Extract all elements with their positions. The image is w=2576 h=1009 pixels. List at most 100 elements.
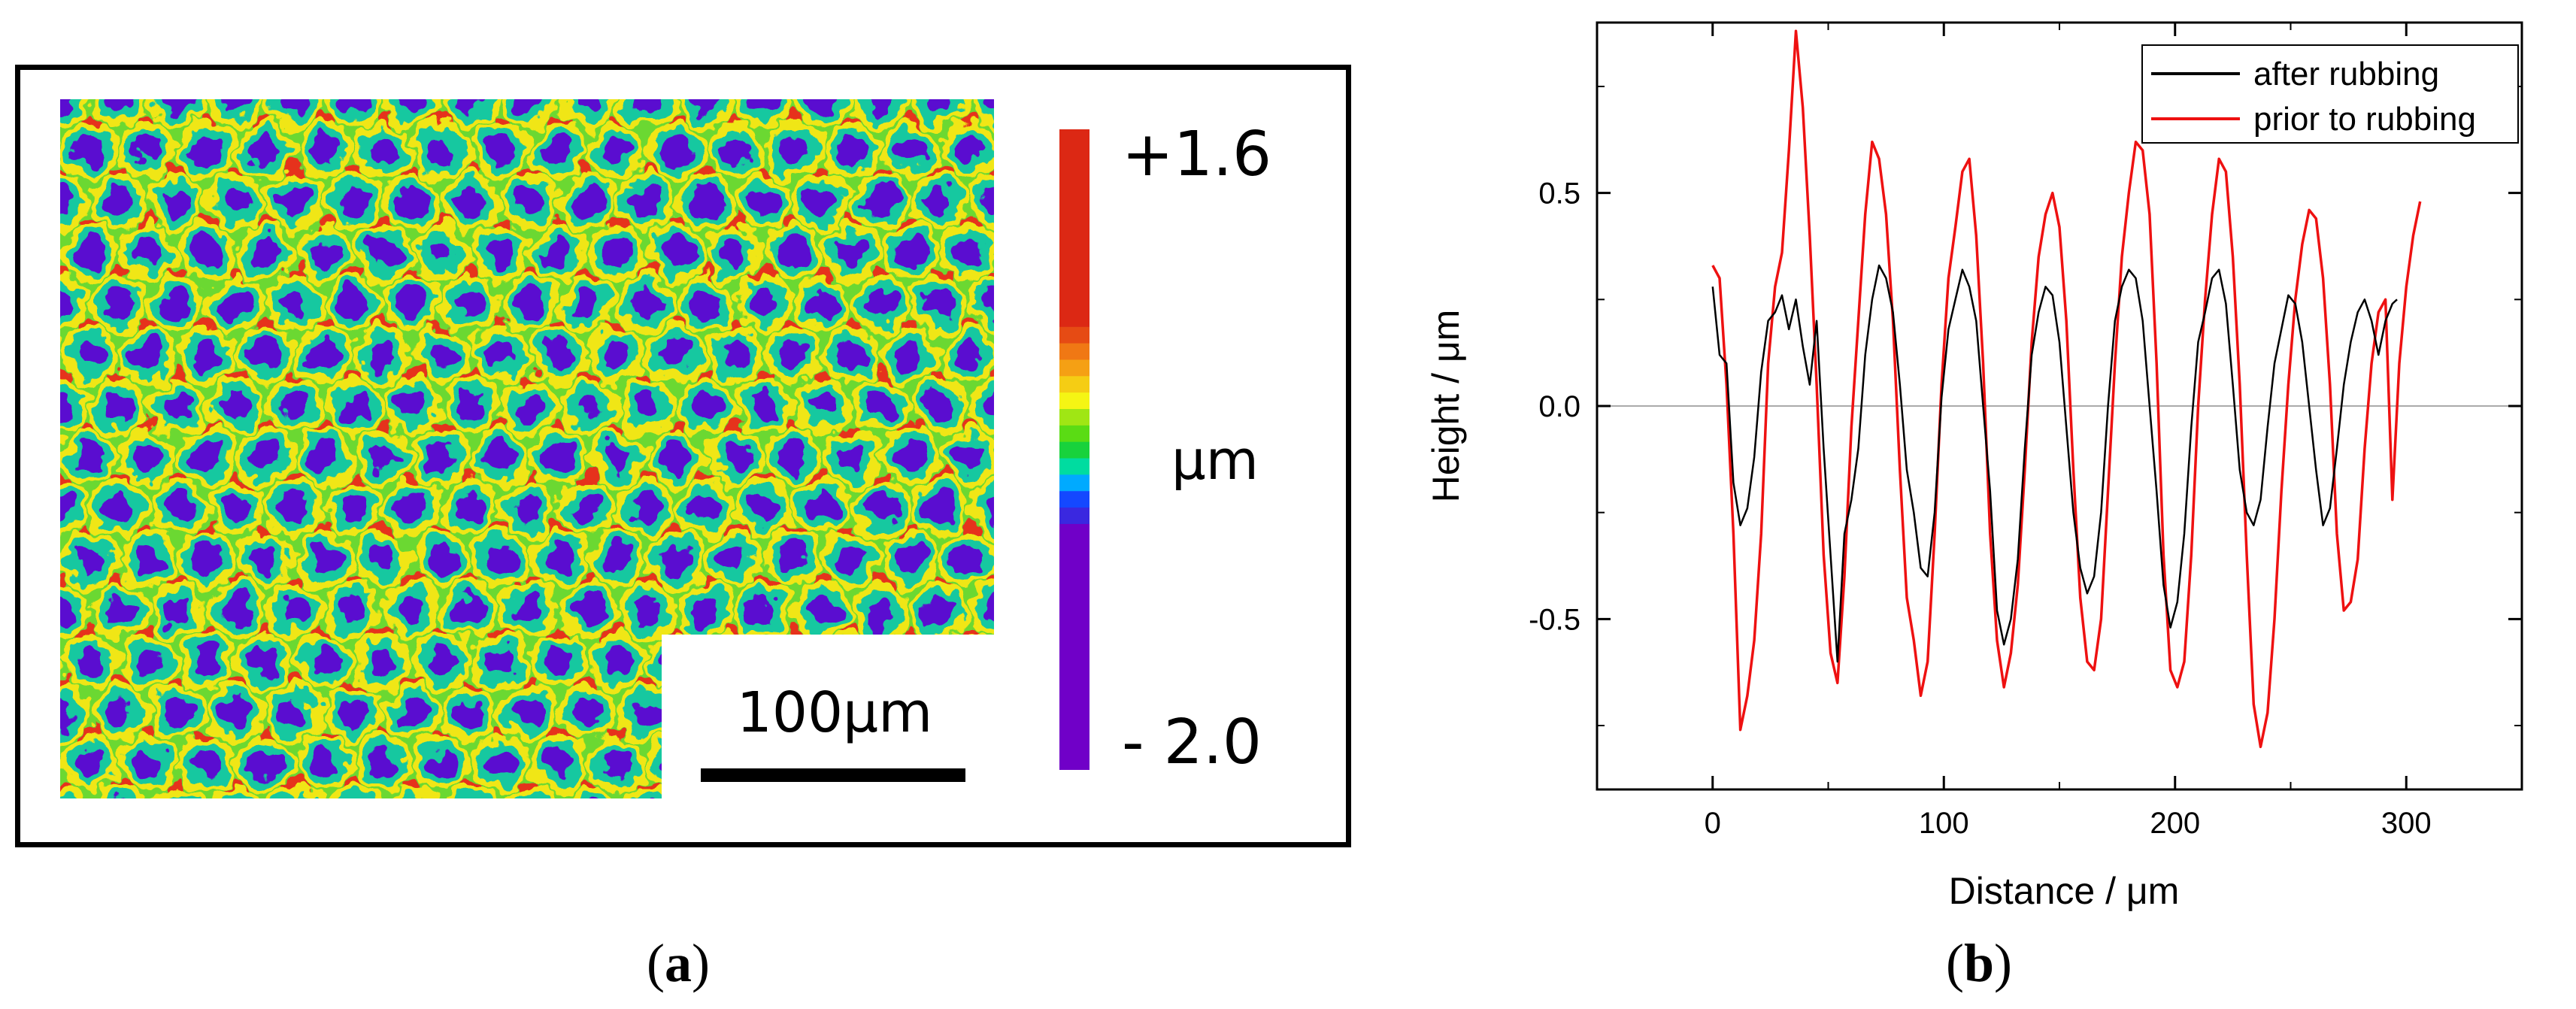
dimple-core [222, 289, 250, 318]
dimple-core [60, 494, 74, 523]
dimple-core [984, 187, 994, 216]
dimple-core [163, 99, 192, 114]
dimple-core [222, 99, 250, 114]
dimple-core [926, 289, 954, 318]
dimple-rim [976, 179, 994, 224]
dimple-core [486, 136, 514, 165]
colorbar-segment [1059, 474, 1089, 492]
dimple-core [662, 443, 690, 471]
dimple-core [486, 341, 514, 369]
dimple-core [750, 494, 778, 523]
colorbar-segment [1059, 523, 1089, 541]
legend-entry-label: after rubbing [2253, 56, 2439, 92]
dimple-rim [60, 690, 83, 735]
dimple-core [75, 443, 104, 471]
peak [696, 780, 715, 798]
dimple-core [955, 443, 983, 471]
dimple-core [398, 289, 426, 318]
series-line-prior-to-rubbing [1711, 29, 2422, 749]
dimple-core [222, 187, 250, 216]
dimple-core [163, 187, 192, 216]
dimple-core [808, 392, 837, 420]
dimple-core [632, 596, 661, 625]
colorbar-segment [1059, 671, 1089, 689]
dimple-core [691, 289, 720, 318]
dimple-rim [331, 99, 376, 122]
dimple-core [691, 596, 720, 625]
dimple-core [251, 341, 280, 369]
dimple-core [779, 341, 808, 369]
dimple-core [310, 443, 338, 471]
dimple-core [251, 238, 280, 267]
dimple-core [808, 289, 837, 318]
dimple-core [984, 289, 994, 318]
dimple-core [515, 494, 544, 523]
dimple-core [808, 187, 837, 216]
dimple-core [838, 238, 866, 267]
dimple-core [632, 494, 661, 523]
dimple-core [574, 698, 602, 727]
dimple-core [280, 494, 309, 523]
dimple-core [310, 238, 338, 267]
dimple-rim [829, 639, 874, 684]
dimple-core [984, 99, 994, 114]
dimple-core [251, 647, 280, 676]
x-axis-label: Distance / μm [1949, 870, 2180, 912]
dimple-core [192, 647, 221, 676]
dimple-core [867, 596, 896, 625]
dimple-core [310, 545, 338, 574]
dimple-core [339, 99, 368, 114]
dimple-core [134, 750, 162, 778]
dimple-core [544, 647, 573, 676]
dimple-core [662, 238, 690, 267]
dimple-core [515, 99, 544, 114]
dimple-core [574, 392, 602, 420]
ridge-ring [853, 786, 910, 798]
dimple-rim [683, 690, 728, 735]
dimple-core [896, 443, 925, 471]
dimple-core [105, 187, 133, 216]
x-tick-label: 300 [2381, 807, 2432, 840]
dimple-core [955, 238, 983, 267]
dimple-core [280, 698, 309, 727]
dimple-core [662, 136, 690, 165]
dimple-core [838, 545, 866, 574]
dimple-rim [800, 792, 845, 798]
dimple-core [955, 647, 983, 676]
dimple-rim [653, 741, 699, 786]
colorbar-segment [1059, 260, 1089, 278]
dimple-core [105, 392, 133, 420]
dimple-core [456, 596, 485, 625]
dimple-core [808, 99, 837, 114]
dimple-core [134, 136, 162, 165]
dimple-core [60, 698, 74, 727]
dimple-core [515, 392, 544, 420]
dimple-core [603, 545, 632, 574]
colorbar-segment [1059, 441, 1089, 459]
dimple-core [515, 289, 544, 318]
dimple-core [75, 750, 104, 778]
colorbar [1059, 129, 1089, 770]
dimple-core [926, 494, 954, 523]
dimple-core [838, 443, 866, 471]
dimple-core [662, 341, 690, 369]
dimple-core [955, 341, 983, 369]
dimple-core [574, 494, 602, 523]
dimple-core [398, 99, 426, 114]
dimple-core [926, 596, 954, 625]
dimple-core [105, 698, 133, 727]
dimple-core [486, 647, 514, 676]
dimple-core [896, 136, 925, 165]
dimple-core [368, 443, 397, 471]
dimple-core [280, 596, 309, 625]
dimple-core [632, 698, 661, 727]
peak [959, 729, 979, 748]
dimple-core [60, 392, 74, 420]
colorbar-segment [1059, 392, 1089, 409]
dimple-core [720, 238, 749, 267]
dimple-rim [507, 99, 552, 122]
colorbar-segment [1059, 293, 1089, 311]
colorbar-segment [1059, 326, 1089, 344]
colorbar-min-label: - 2.0 [1122, 707, 1262, 778]
dimple-core [134, 341, 162, 369]
